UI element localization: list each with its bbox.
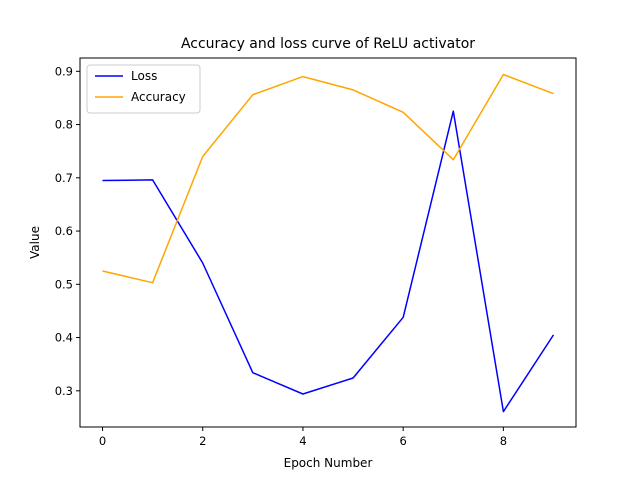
chart-title: Accuracy and loss curve of ReLU activato… xyxy=(181,36,475,52)
x-tick-label: 0 xyxy=(99,434,106,448)
plot-area-frame xyxy=(79,57,577,428)
y-tick-label: 0.8 xyxy=(55,118,73,132)
legend-label-loss: Loss xyxy=(131,69,157,83)
legend-label-accuracy: Accuracy xyxy=(131,90,186,104)
x-tick-label: 6 xyxy=(399,434,406,448)
legend: Loss Accuracy xyxy=(86,64,201,114)
y-tick-label: 0.5 xyxy=(55,277,73,291)
y-axis: 0.3 0.4 0.5 0.6 0.7 0.8 0.9 xyxy=(55,64,80,398)
x-tick-label: 2 xyxy=(199,434,206,448)
x-axis: 0 2 4 6 8 xyxy=(99,427,507,448)
legend-box xyxy=(86,64,201,114)
y-tick-label: 0.7 xyxy=(55,171,73,185)
y-axis-label: Value xyxy=(28,226,42,259)
y-tick-label: 0.4 xyxy=(55,331,73,345)
x-tick-label: 4 xyxy=(299,434,306,448)
y-tick-label: 0.6 xyxy=(55,224,73,238)
series-layer xyxy=(102,73,555,413)
x-axis-label: Epoch Number xyxy=(284,456,373,470)
x-tick-label: 8 xyxy=(500,434,507,448)
y-tick-label: 0.3 xyxy=(55,384,73,398)
y-tick-label: 0.9 xyxy=(55,64,73,78)
series-line-accuracy xyxy=(102,73,554,284)
